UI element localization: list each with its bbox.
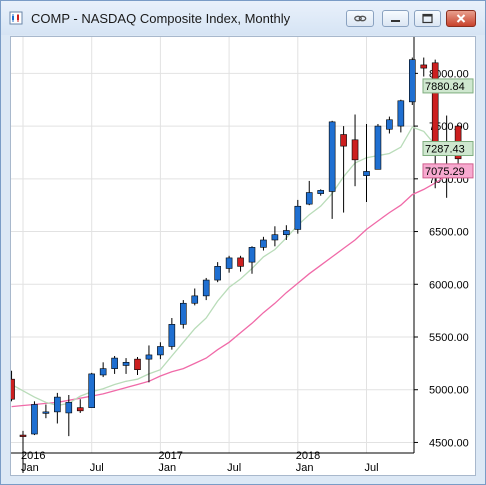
y-tick-label: 8000.00 [429,68,469,80]
price-label-box [422,78,474,94]
x-month-label: Jul [90,462,104,474]
minimize-icon [391,20,400,22]
candle-body-up[interactable] [145,354,153,360]
x-month-label: Jan [158,462,176,474]
candle-body-up[interactable] [122,362,130,366]
price-label-box [422,141,474,157]
candle-body-up[interactable] [168,324,176,347]
candle-body-down[interactable] [431,62,439,148]
candle-body-up[interactable] [305,192,313,205]
maximize-button[interactable] [414,10,441,27]
candle-body-up[interactable] [111,357,118,369]
candle-body-up[interactable] [42,411,50,414]
candle-body-up[interactable] [191,295,199,304]
price-label-value: 7075.29 [425,166,465,178]
candle-body-up[interactable] [397,100,405,127]
price-label-box [422,163,474,179]
chart-area[interactable]: 4500.00 5000.00 5500.00 6000.00 6500.00 7000.… [10,36,476,476]
price-label-value: 7880.84 [425,81,465,93]
candle-body-down[interactable] [19,434,27,437]
candle-body-up[interactable] [54,396,61,413]
candle-body-up[interactable] [65,402,73,414]
close-icon [456,14,466,23]
moving-average-slow-line [11,170,459,408]
candle-body-up[interactable] [180,302,187,325]
y-tick-label: 4500.00 [429,437,469,449]
candle-body-up[interactable] [157,346,164,356]
candle-body-up[interactable] [225,257,233,269]
candle-body-down[interactable] [420,64,428,69]
y-tick-label: 5000.00 [429,385,469,397]
link-button[interactable] [346,10,374,27]
x-year-label: 2017 [158,450,182,462]
candle-body-up[interactable] [328,121,336,192]
moving-average-fast-line [11,126,459,407]
candle-body-up[interactable] [283,230,290,236]
candle-body-up[interactable] [386,119,393,130]
x-month-label: Jan [296,462,314,474]
x-month-label: Jul [365,462,379,474]
chart-app-icon [9,11,23,25]
candle-body-up[interactable] [374,125,382,170]
candle-body-up[interactable] [294,205,302,230]
candle-body-down[interactable] [76,407,84,412]
price-chart[interactable]: 4500.005000.005500.006000.006500.007000.… [11,37,475,475]
candle-body-up[interactable] [99,368,107,376]
window-title: COMP - NASDAQ Composite Index, Monthly [31,11,291,26]
minimize-button[interactable] [382,10,409,27]
link-chain-icon [354,15,367,22]
maximize-icon [422,13,433,24]
candle-body-up[interactable] [88,373,95,408]
x-year-label: 2016 [21,450,45,462]
y-tick-label: 6000.00 [429,279,469,291]
candle-body-up[interactable] [260,239,267,248]
candle-body-up[interactable] [408,59,416,103]
candle-body-up[interactable] [214,266,221,281]
candle-body-down[interactable] [351,139,359,161]
candle-body-down[interactable] [340,134,347,147]
candle-body-down[interactable] [134,358,141,370]
x-month-label: Jan [21,462,39,474]
y-tick-label: 6500.00 [429,227,469,239]
x-month-label: Jul [227,462,241,474]
candle-body-up[interactable] [271,234,279,241]
candle-body-up[interactable] [248,247,256,263]
candle-body-down[interactable] [237,257,244,267]
candle-body-down[interactable] [11,378,15,400]
close-button[interactable] [446,10,476,27]
y-tick-label: 5500.00 [429,332,469,344]
price-label-value: 7287.43 [425,144,465,156]
candle-body-up[interactable] [31,404,38,435]
candle-body-up[interactable] [202,279,210,297]
title-bar[interactable]: COMP - NASDAQ Composite Index, Monthly [1,1,485,35]
x-year-label: 2018 [296,450,320,462]
candle-body-up[interactable] [317,190,325,194]
candle-body-up[interactable] [363,171,370,176]
